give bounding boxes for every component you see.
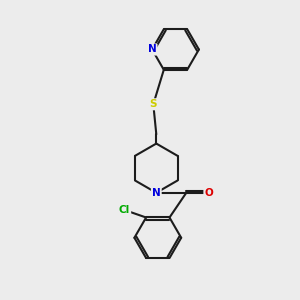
Text: Cl: Cl [119,205,130,215]
Text: N: N [152,188,161,198]
Text: O: O [204,188,213,198]
Text: N: N [148,44,157,55]
Text: S: S [149,99,157,109]
